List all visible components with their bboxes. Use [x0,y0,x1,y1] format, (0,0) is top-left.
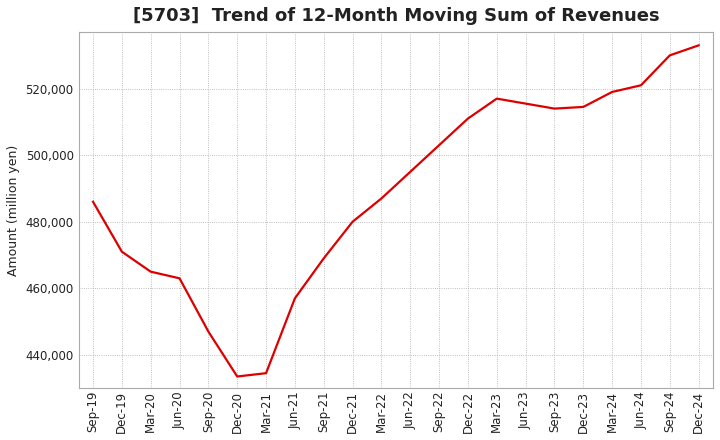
Title: [5703]  Trend of 12-Month Moving Sum of Revenues: [5703] Trend of 12-Month Moving Sum of R… [132,7,659,25]
Y-axis label: Amount (million yen): Amount (million yen) [7,144,20,276]
